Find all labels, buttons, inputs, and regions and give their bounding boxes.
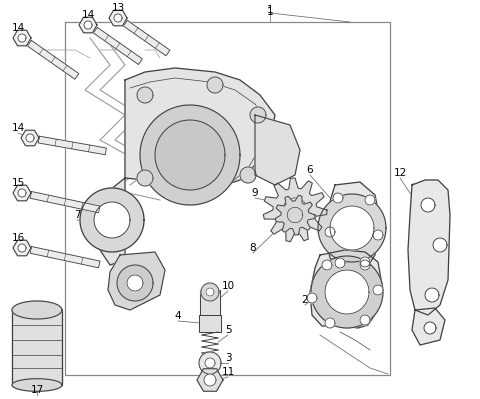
Polygon shape — [424, 322, 436, 334]
Polygon shape — [108, 252, 165, 310]
Polygon shape — [199, 352, 221, 374]
Polygon shape — [412, 308, 445, 345]
Text: 3: 3 — [225, 353, 231, 363]
Polygon shape — [12, 310, 62, 385]
Polygon shape — [421, 198, 435, 212]
Polygon shape — [109, 10, 127, 26]
Polygon shape — [21, 130, 39, 146]
Polygon shape — [13, 185, 31, 201]
Text: 7: 7 — [74, 210, 80, 220]
Text: 11: 11 — [221, 367, 235, 377]
Text: 1: 1 — [267, 7, 273, 17]
Text: 4: 4 — [175, 311, 181, 321]
Polygon shape — [318, 194, 386, 262]
Polygon shape — [204, 374, 216, 386]
Polygon shape — [333, 193, 343, 203]
Polygon shape — [117, 265, 153, 301]
Polygon shape — [325, 227, 335, 237]
Polygon shape — [360, 315, 370, 325]
Polygon shape — [425, 288, 439, 302]
Polygon shape — [311, 256, 383, 328]
Polygon shape — [205, 358, 215, 368]
Text: 8: 8 — [250, 243, 256, 253]
Polygon shape — [30, 192, 100, 213]
Text: 10: 10 — [221, 281, 235, 291]
Polygon shape — [408, 180, 450, 315]
Polygon shape — [322, 260, 332, 270]
Polygon shape — [18, 244, 26, 252]
Polygon shape — [137, 170, 153, 186]
Polygon shape — [94, 202, 130, 238]
Polygon shape — [137, 87, 153, 103]
Polygon shape — [197, 369, 223, 391]
Polygon shape — [365, 195, 375, 205]
Polygon shape — [140, 105, 240, 205]
Polygon shape — [250, 107, 266, 123]
Polygon shape — [30, 247, 100, 268]
Text: 14: 14 — [12, 123, 24, 133]
Polygon shape — [100, 68, 275, 265]
Polygon shape — [18, 34, 26, 42]
Text: 9: 9 — [252, 188, 258, 198]
Polygon shape — [307, 293, 317, 303]
Polygon shape — [114, 14, 122, 22]
Polygon shape — [38, 136, 107, 155]
Polygon shape — [13, 240, 31, 256]
Polygon shape — [255, 115, 300, 185]
Polygon shape — [200, 290, 220, 315]
Polygon shape — [360, 257, 370, 267]
Polygon shape — [84, 21, 92, 29]
Polygon shape — [201, 283, 219, 301]
Polygon shape — [27, 40, 79, 79]
Text: 15: 15 — [12, 178, 24, 188]
Polygon shape — [433, 238, 447, 252]
Text: 1: 1 — [267, 5, 273, 15]
Polygon shape — [155, 120, 225, 190]
Polygon shape — [264, 178, 327, 242]
Polygon shape — [276, 195, 315, 235]
Polygon shape — [123, 20, 170, 56]
Text: 14: 14 — [82, 10, 95, 20]
Polygon shape — [240, 167, 256, 183]
Polygon shape — [12, 379, 62, 391]
Polygon shape — [373, 285, 383, 295]
Polygon shape — [127, 275, 143, 291]
Text: 5: 5 — [225, 325, 231, 335]
Text: 14: 14 — [12, 23, 24, 33]
Text: 16: 16 — [12, 233, 24, 243]
Polygon shape — [325, 270, 369, 314]
Polygon shape — [373, 230, 383, 240]
Polygon shape — [325, 182, 380, 272]
Polygon shape — [80, 188, 144, 252]
Polygon shape — [79, 17, 97, 33]
Polygon shape — [335, 258, 345, 268]
Polygon shape — [94, 28, 143, 65]
Polygon shape — [12, 301, 62, 319]
Polygon shape — [13, 30, 31, 46]
Polygon shape — [18, 189, 26, 197]
Polygon shape — [360, 260, 370, 270]
Polygon shape — [325, 318, 335, 328]
Text: 13: 13 — [111, 3, 125, 13]
Text: 2: 2 — [302, 295, 308, 305]
Polygon shape — [207, 77, 223, 93]
Polygon shape — [206, 288, 214, 296]
Polygon shape — [199, 315, 221, 332]
Text: 12: 12 — [394, 168, 407, 178]
Polygon shape — [26, 134, 34, 142]
Text: 6: 6 — [307, 165, 313, 175]
Polygon shape — [310, 250, 382, 328]
Text: 17: 17 — [30, 385, 44, 395]
Polygon shape — [330, 206, 374, 250]
